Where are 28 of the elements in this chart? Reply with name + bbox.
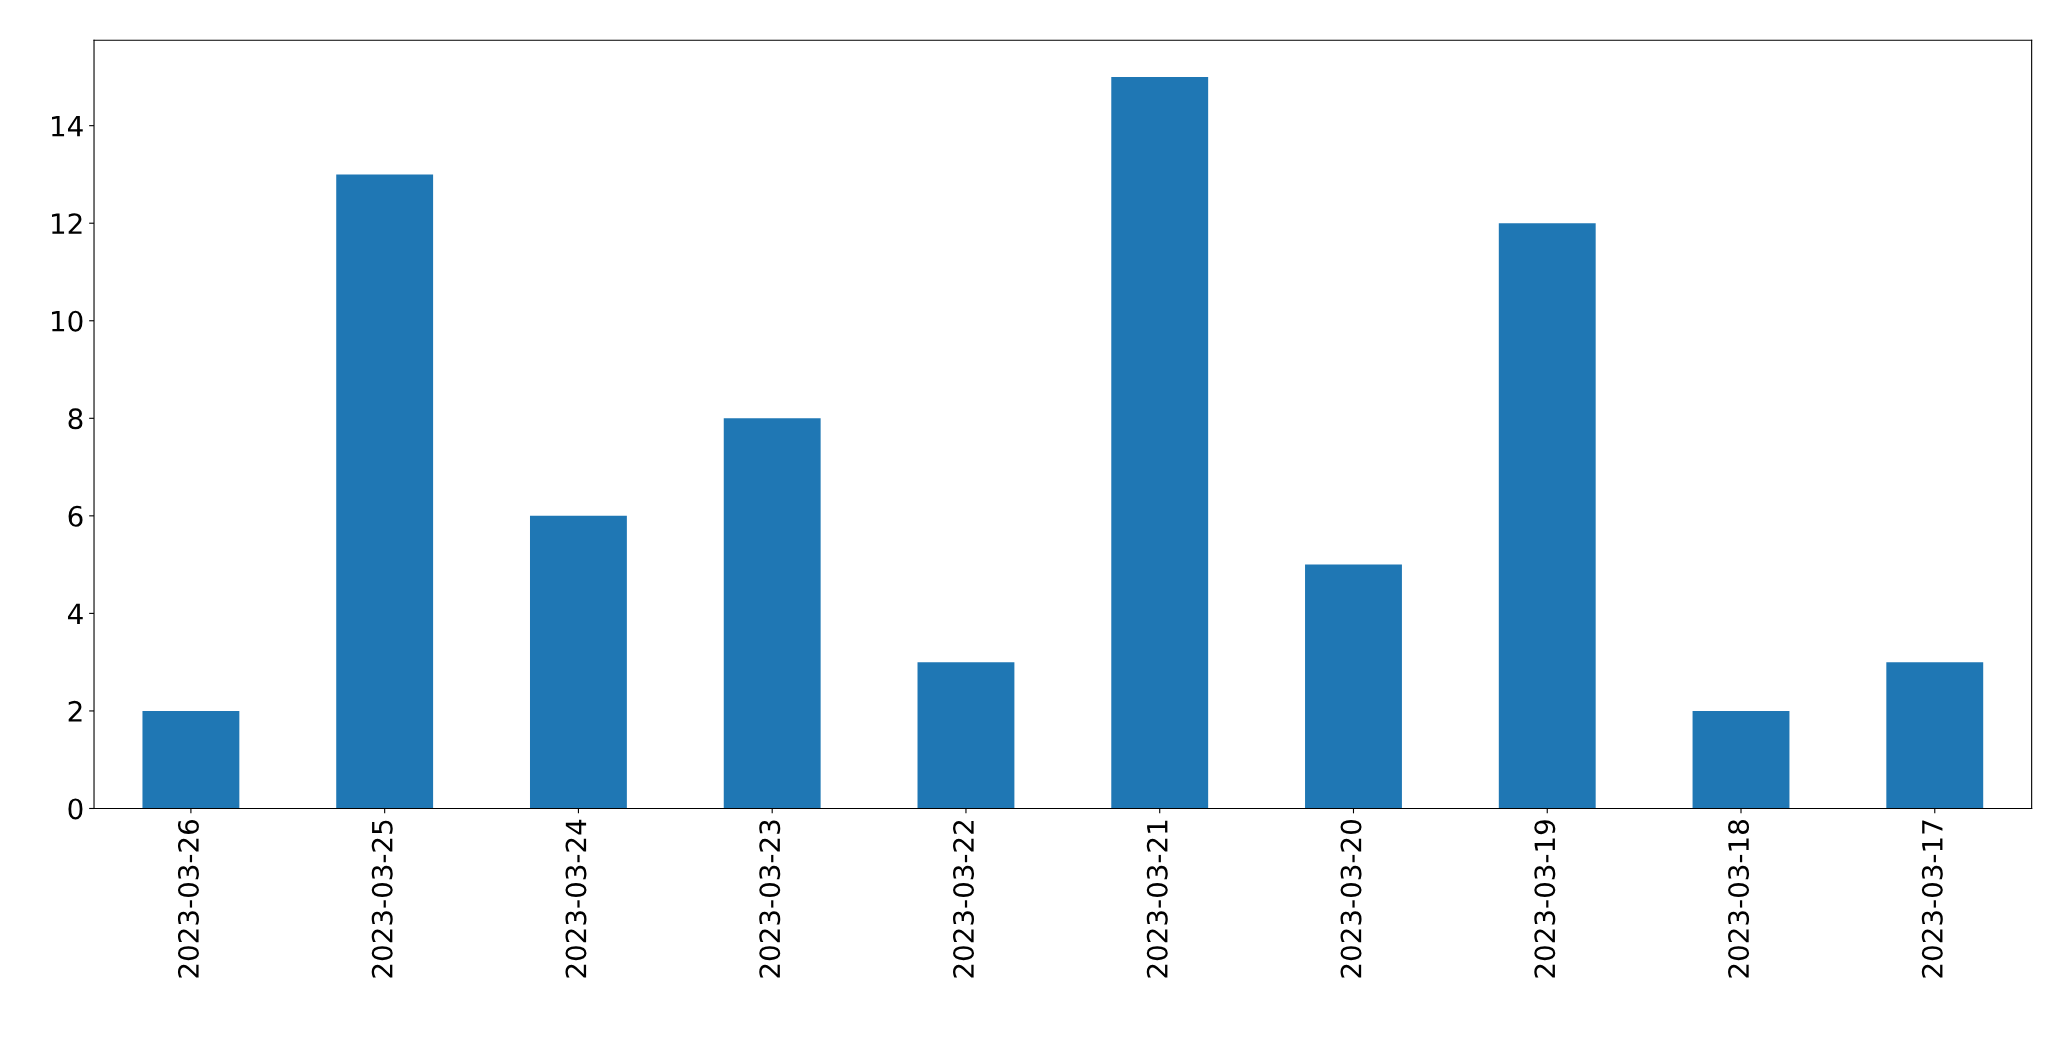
- y-tick-label: 12: [52, 213, 82, 234]
- bar: [1111, 76, 1209, 809]
- x-tick-label: 2023-03-18: [1728, 820, 1750, 978]
- y-tick-label: 14: [52, 115, 83, 137]
- y-tick-label: 2: [68, 700, 82, 722]
- bar: [529, 515, 627, 809]
- x-tick-label: 2023-03-24: [565, 819, 587, 978]
- y-tick-label: 0: [68, 798, 83, 820]
- x-tick-label: 2023-03-26: [177, 819, 199, 978]
- bar: [142, 710, 240, 809]
- x-tick-label: 2023-03-22: [953, 820, 975, 978]
- x-tick-label: 2023-03-25: [371, 820, 393, 978]
- bar: [1498, 223, 1596, 809]
- bar: [1305, 564, 1402, 809]
- bar: [336, 174, 434, 809]
- bar: [917, 662, 1015, 809]
- bar: [1692, 710, 1790, 809]
- y-tick-label: 4: [67, 603, 83, 624]
- x-tick-label: 2023-03-21: [1146, 820, 1168, 978]
- x-tick-label: 2023-03-20: [1340, 820, 1362, 978]
- y-tick-label: 6: [68, 505, 83, 527]
- x-tick-label: 2023-03-23: [759, 820, 781, 978]
- bar: [1886, 662, 1984, 809]
- x-tick-label: 2023-03-19: [1534, 820, 1556, 978]
- x-tick-label: 2023-03-17: [1921, 820, 1943, 978]
- bar: [723, 418, 821, 809]
- y-tick-label: 10: [52, 310, 83, 332]
- y-tick-label: 8: [68, 408, 83, 430]
